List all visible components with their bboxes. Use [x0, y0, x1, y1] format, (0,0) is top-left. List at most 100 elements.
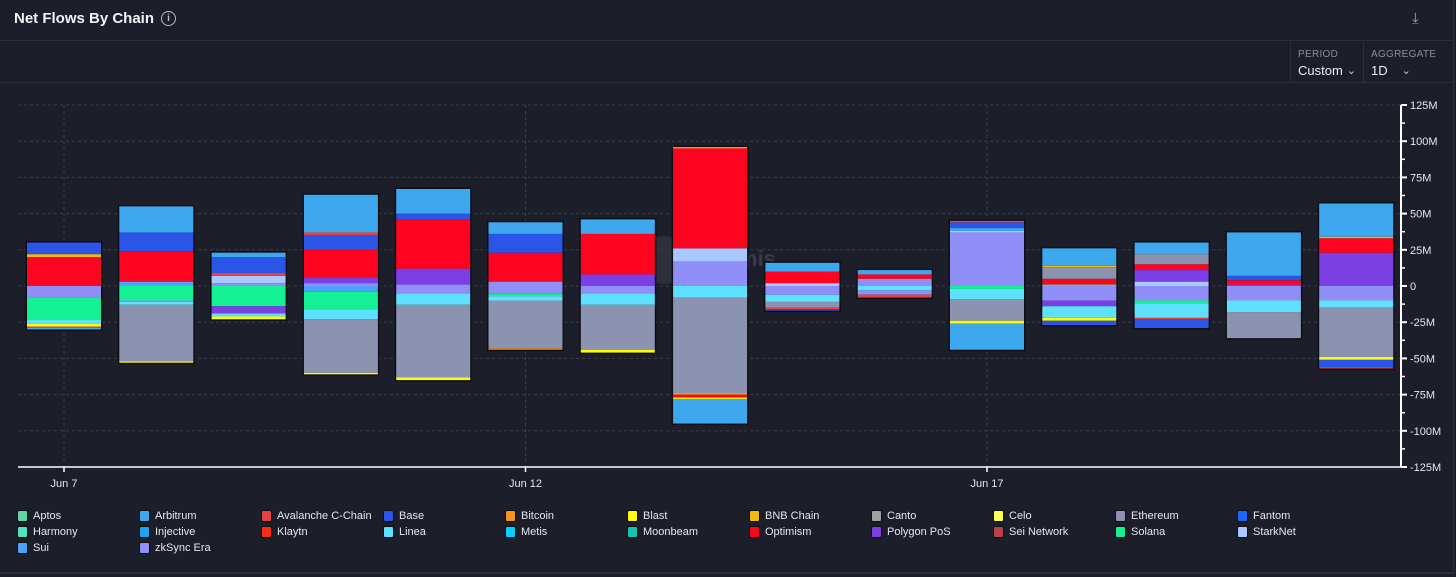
- bar-segment[interactable]: [488, 293, 563, 297]
- bar-segment[interactable]: [580, 304, 655, 350]
- bar-segment[interactable]: [765, 286, 840, 295]
- bar-segment[interactable]: [580, 349, 655, 353]
- bar-segment[interactable]: [580, 286, 655, 294]
- aggregate-select[interactable]: AGGREGATE 1D ⌄: [1363, 42, 1454, 82]
- bar-segment[interactable]: [119, 300, 194, 302]
- bar-segment[interactable]: [27, 327, 101, 330]
- bar-segment[interactable]: [673, 148, 748, 249]
- bar-segment[interactable]: [673, 394, 748, 398]
- bar-segment[interactable]: [1226, 232, 1301, 276]
- bar-segment[interactable]: [673, 248, 748, 262]
- bar-segment[interactable]: [1226, 300, 1301, 313]
- bar-segment[interactable]: [673, 261, 748, 286]
- bar-segment[interactable]: [211, 272, 286, 276]
- bar-segment[interactable]: [1042, 267, 1117, 279]
- bar-stack[interactable]: [487, 220, 564, 352]
- bar-segment[interactable]: [1042, 265, 1117, 268]
- bar-segment[interactable]: [119, 281, 194, 286]
- bar-segment[interactable]: [27, 254, 101, 258]
- bar-segment[interactable]: [211, 283, 286, 286]
- bar-segment[interactable]: [211, 275, 286, 284]
- bar-segment[interactable]: [27, 326, 101, 328]
- bar-segment[interactable]: [211, 313, 286, 317]
- bar-segment[interactable]: [396, 293, 471, 305]
- bar-segment[interactable]: [1134, 242, 1209, 255]
- bar-segment[interactable]: [488, 300, 563, 349]
- bar-segment[interactable]: [396, 304, 471, 378]
- bar-segment[interactable]: [119, 361, 194, 363]
- bar-segment[interactable]: [211, 286, 286, 307]
- bar-segment[interactable]: [1042, 248, 1117, 266]
- bar-stack[interactable]: [856, 268, 934, 300]
- bar-segment[interactable]: [211, 316, 286, 320]
- bar-segment[interactable]: [303, 309, 378, 320]
- bar-segment[interactable]: [950, 230, 1024, 233]
- bar-segment[interactable]: [765, 271, 840, 284]
- bar-segment[interactable]: [119, 206, 194, 233]
- legend-item[interactable]: zkSync Era: [139, 541, 261, 555]
- bar-segment[interactable]: [1134, 300, 1209, 304]
- bar-segment[interactable]: [1319, 307, 1394, 357]
- bar-segment[interactable]: [303, 372, 378, 375]
- bar-segment[interactable]: [303, 232, 378, 236]
- bar-segment[interactable]: [119, 286, 194, 301]
- bar-stack[interactable]: [948, 219, 1026, 352]
- legend-item[interactable]: Polygon PoS: [871, 525, 993, 539]
- bar-stack[interactable]: [210, 251, 288, 321]
- legend-item[interactable]: Optimism: [749, 525, 871, 539]
- bar-segment[interactable]: [857, 278, 932, 286]
- bar-segment[interactable]: [1134, 270, 1209, 282]
- bar-segment[interactable]: [950, 220, 1024, 223]
- bar-stack[interactable]: [117, 204, 195, 365]
- bar-segment[interactable]: [303, 283, 378, 286]
- bar-stack[interactable]: [1317, 201, 1395, 371]
- bar-segment[interactable]: [580, 274, 655, 286]
- legend-item[interactable]: Sei Network: [993, 525, 1115, 539]
- bar-segment[interactable]: [1226, 284, 1301, 286]
- bar-stack[interactable]: [671, 145, 749, 426]
- bar-segment[interactable]: [673, 146, 748, 149]
- bar-segment[interactable]: [765, 301, 840, 308]
- bar-segment[interactable]: [1134, 286, 1209, 301]
- bar-segment[interactable]: [27, 297, 101, 320]
- bar-segment[interactable]: [1134, 254, 1209, 265]
- bar-segment[interactable]: [303, 319, 378, 373]
- bar-segment[interactable]: [1042, 317, 1117, 321]
- bar-segment[interactable]: [1319, 300, 1394, 308]
- bar-segment[interactable]: [765, 294, 840, 302]
- bar-segment[interactable]: [1134, 281, 1209, 286]
- bar-segment[interactable]: [857, 286, 932, 291]
- bar-stack[interactable]: [579, 217, 657, 355]
- bar-segment[interactable]: [1042, 320, 1117, 326]
- bar-segment[interactable]: [950, 222, 1024, 229]
- info-icon[interactable]: i: [161, 11, 177, 26]
- bar-segment[interactable]: [580, 219, 655, 234]
- bar-segment[interactable]: [765, 307, 840, 310]
- bar-segment[interactable]: [1319, 286, 1394, 301]
- legend-item[interactable]: Klaytn: [261, 525, 383, 539]
- bar-segment[interactable]: [396, 377, 471, 381]
- bar-segment[interactable]: [857, 294, 932, 298]
- legend-item[interactable]: Base: [383, 509, 505, 523]
- bar-segment[interactable]: [488, 348, 563, 350]
- bar-segment[interactable]: [211, 252, 286, 258]
- period-select[interactable]: PERIOD Custom ⌄: [1290, 42, 1363, 82]
- bar-segment[interactable]: [488, 281, 563, 286]
- download-icon[interactable]: ⤓: [1412, 10, 1419, 27]
- bar-stack[interactable]: [302, 193, 380, 376]
- bar-segment[interactable]: [1134, 319, 1209, 328]
- bar-segment[interactable]: [1134, 303, 1209, 318]
- bar-segment[interactable]: [580, 233, 655, 275]
- legend-item[interactable]: Ethereum: [1115, 509, 1237, 523]
- bar-segment[interactable]: [488, 222, 563, 234]
- bar-segment[interactable]: [303, 277, 378, 284]
- legend-item[interactable]: Linea: [383, 525, 505, 539]
- bar-segment[interactable]: [765, 283, 840, 286]
- bar-segment[interactable]: [673, 398, 748, 424]
- bar-segment[interactable]: [27, 323, 101, 327]
- bar-segment[interactable]: [1042, 286, 1117, 301]
- bar-segment[interactable]: [857, 274, 932, 279]
- legend-item[interactable]: Avalanche C-Chain: [261, 509, 383, 523]
- bar-segment[interactable]: [1042, 284, 1117, 286]
- legend-item[interactable]: Bitcoin: [505, 509, 627, 523]
